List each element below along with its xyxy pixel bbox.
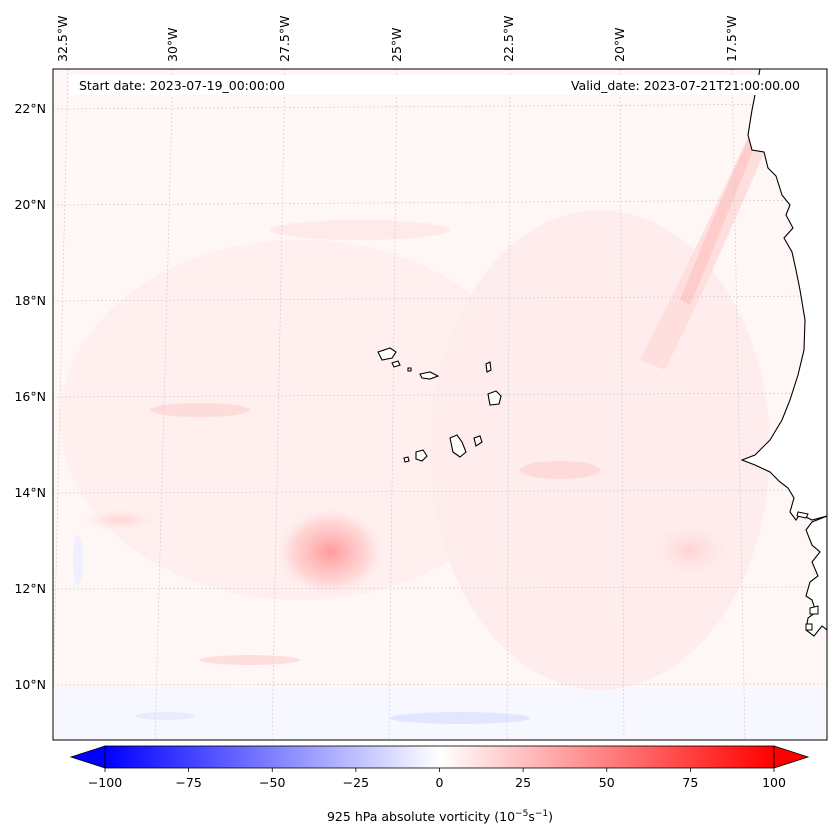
positive-vorticity-blob [80,508,160,532]
colorbar-max-extend [773,745,810,769]
gridline-lat [53,586,827,590]
positive-vorticity-band [200,655,300,665]
lon-label: 17.5°W [724,16,739,62]
negative-vorticity-patch [135,712,195,720]
colorbar-label: 925 hPa absolute vorticity (10−5s−1) [327,809,553,824]
positive-vorticity-streak-core [680,130,760,305]
guinea-bissau-coast [805,515,827,637]
map-frame [52,68,828,741]
island-santo-antao [377,347,397,361]
positive-vorticity-band [270,220,450,240]
negative-vorticity-patch [73,535,83,585]
island-sal [485,361,492,373]
gridline-lat [53,103,827,110]
colorbar-tick-label: 25 [515,775,531,790]
bijagos-island [809,605,819,615]
colorbar-positive [440,746,774,768]
lat-label: 10°N [14,677,46,692]
island-sao-nicolau [419,371,440,380]
start-date-label: Start date: 2023-07-19_00:00:00 [79,78,285,93]
island-boa-vista [487,390,502,406]
colorbar-tick-label: −25 [343,775,369,790]
lon-label: 22.5°W [501,16,516,62]
colorbar: −100 −75 −50 −25 0 25 50 75 100 925 hPa absolute… [69,745,810,824]
lat-label: 18°N [14,293,46,308]
colorbar-tick-label: 75 [682,775,698,790]
positive-vorticity-region [430,210,770,690]
colorbar-tick-label: 50 [599,775,615,790]
colorbar-ticks [104,768,775,772]
bijagos-island [805,623,813,631]
lat-label: 22°N [14,101,46,116]
colorbar-tick-label: 0 [436,775,444,790]
colorbar-tick-label: −75 [175,775,201,790]
colorbar-negative [105,746,440,768]
colorbar-tick-label: −50 [259,775,285,790]
island-brava [403,456,410,463]
positive-vorticity-band [520,461,600,479]
colorbar-tick-labels: −100 −75 −50 −25 0 25 50 75 100 [88,775,786,790]
cabo-verde-islands [377,347,502,463]
colorbar-tick-label: 100 [762,775,786,790]
lat-label: 16°N [14,389,46,404]
negative-vorticity-patch [390,712,530,724]
lon-label: 27.5°W [277,16,292,62]
gambia-inlet [796,511,809,519]
gridline-lat [53,392,827,398]
lon-label: 20°W [612,27,627,62]
vorticity-field [53,69,827,740]
positive-vorticity-band [150,403,250,417]
lat-label: 14°N [14,485,46,500]
positive-vorticity-blob [645,520,735,580]
gridline-lat [53,489,827,494]
gridline-lat [53,683,827,686]
island-maio [473,435,483,447]
latitude-labels: 22°N 20°N 18°N 16°N 14°N 12°N 10°N [14,101,46,692]
gridlines [53,69,827,740]
west-africa-coast [740,69,827,521]
gridline-lat [53,199,827,206]
valid-date-label: Valid_date: 2023-07-21T21:00:00.00 [571,78,800,93]
gridline-lat [53,295,827,302]
positive-vorticity-region [60,240,540,600]
info-banner [69,75,809,95]
lon-label: 25°W [389,27,404,62]
longitude-labels: 32.5°W 30°W 27.5°W 25°W 22.5°W 20°W 17.5… [55,16,739,62]
lat-label: 12°N [14,581,46,596]
colorbar-min-extend [69,745,106,769]
island-santiago [449,434,467,458]
colorbar-tick-label: −100 [88,775,122,790]
island-sao-vicente [391,360,401,368]
lon-label: 30°W [165,27,180,62]
island-fogo [415,449,428,462]
vortex-max [275,507,385,597]
lon-label: 32.5°W [55,16,70,62]
lat-label: 20°N [14,197,46,212]
island-santa-luzia [407,367,412,372]
